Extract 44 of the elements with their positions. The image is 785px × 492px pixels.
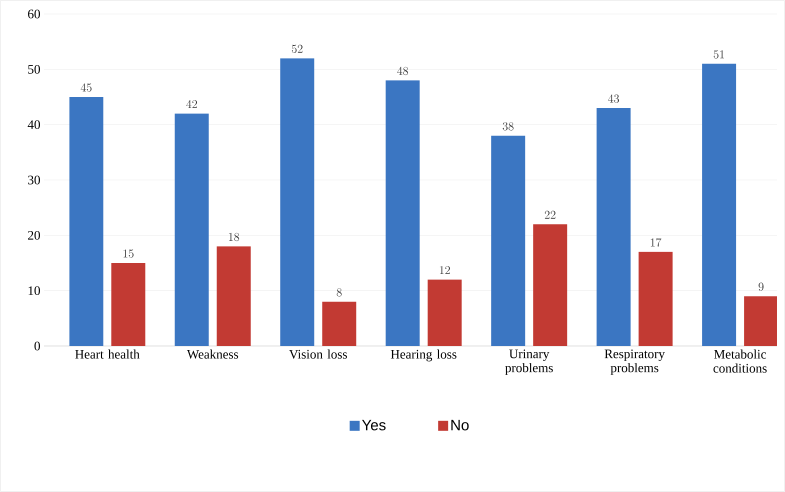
x-tick-label: Hearing loss	[390, 350, 456, 362]
data-label: 38	[502, 122, 514, 130]
bar	[322, 302, 356, 346]
x-tick-label: Vision loss	[289, 350, 347, 359]
data-label: 45	[80, 83, 92, 92]
x-tick-label: Metabolic conditions	[714, 350, 767, 373]
data-label: 17	[650, 238, 662, 247]
y-tick-label: 50	[28, 64, 40, 74]
data-label: 18	[228, 232, 240, 242]
bar	[111, 262, 146, 346]
bar	[638, 252, 673, 346]
bar	[428, 280, 462, 346]
x-tick-label: Heart health	[75, 350, 140, 359]
legend-label: Yes	[362, 420, 386, 430]
bar	[280, 58, 314, 346]
y-tick-label: 60	[28, 10, 40, 18]
bar	[69, 96, 104, 346]
y-tick-label: 20	[28, 230, 40, 240]
data-label: 51	[714, 50, 724, 59]
bar	[596, 108, 631, 346]
data-label: 42	[186, 100, 198, 108]
bar	[491, 136, 526, 346]
data-label: 9	[758, 282, 764, 291]
bar	[174, 114, 209, 346]
data-label: 8	[336, 288, 342, 296]
x-tick-label: Urinary problems	[505, 350, 553, 375]
x-tick-label: Respiratory problems	[604, 350, 665, 375]
bar	[702, 64, 736, 346]
data-label: 12	[440, 266, 450, 274]
data-label: 15	[124, 249, 134, 258]
y-tick-label: 0	[34, 342, 40, 350]
data-label: 48	[397, 66, 408, 76]
bar	[533, 224, 568, 346]
y-tick-label: 40	[28, 120, 40, 130]
bar	[744, 296, 777, 346]
bar	[386, 80, 420, 346]
y-tick-label: 30	[28, 176, 40, 184]
legend-label: No	[451, 420, 469, 430]
y-tick-label: 10	[28, 286, 40, 296]
x-tick-label: Weakness	[186, 350, 238, 359]
bar	[216, 246, 251, 346]
data-label: 22	[544, 210, 556, 219]
data-label: 43	[608, 94, 619, 103]
data-label: 52	[292, 44, 302, 53]
